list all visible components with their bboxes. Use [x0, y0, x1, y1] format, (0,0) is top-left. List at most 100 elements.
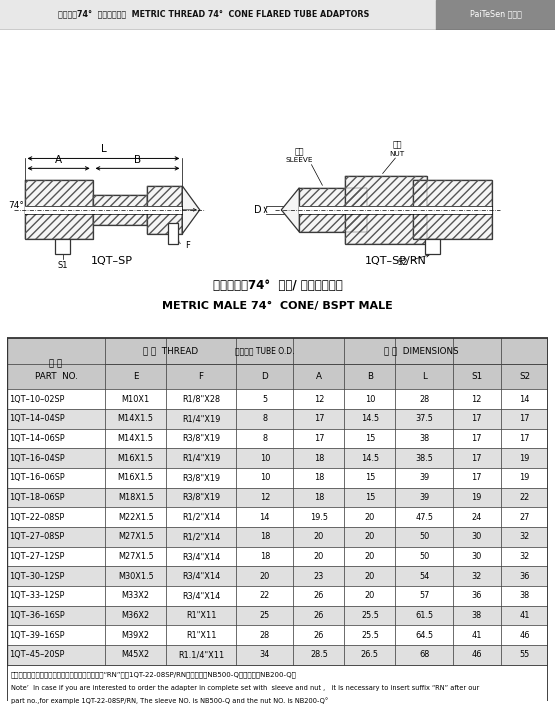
Text: 25.5: 25.5 — [361, 611, 379, 620]
Text: 20: 20 — [260, 572, 270, 581]
Text: 17: 17 — [519, 434, 529, 443]
Text: 38.5: 38.5 — [415, 454, 433, 462]
Text: 1QT–14–04SP: 1QT–14–04SP — [9, 414, 65, 423]
Text: M22X1.5: M22X1.5 — [118, 513, 154, 522]
Text: R3/8"X19: R3/8"X19 — [182, 434, 220, 443]
Text: 17: 17 — [471, 473, 482, 482]
Text: B: B — [367, 372, 373, 381]
Text: 54: 54 — [419, 572, 429, 581]
Bar — [55, 239, 70, 254]
Text: 28: 28 — [419, 394, 429, 404]
Text: S2: S2 — [397, 258, 408, 268]
Text: 19.5: 19.5 — [310, 513, 328, 522]
Text: M14X1.5: M14X1.5 — [118, 434, 154, 443]
Text: 1QT–16–04SP: 1QT–16–04SP — [9, 454, 65, 462]
Text: R1/4"X19: R1/4"X19 — [182, 414, 220, 423]
Text: R1.1/4"X11: R1.1/4"X11 — [178, 651, 224, 659]
Bar — [425, 239, 440, 254]
Text: 38: 38 — [519, 591, 529, 600]
Text: 10: 10 — [260, 473, 270, 482]
Text: 代 号: 代 号 — [49, 359, 63, 368]
Text: 23: 23 — [314, 572, 324, 581]
Text: D: D — [254, 205, 261, 215]
Text: 25.5: 25.5 — [361, 631, 379, 640]
Text: D: D — [261, 372, 268, 381]
Text: Note’  In case if you are interested to order the adapter in complete set with  : Note’ In case if you are interested to o… — [11, 685, 480, 691]
Bar — [346, 176, 427, 244]
Text: R1/4"X19: R1/4"X19 — [182, 454, 220, 462]
Text: 64.5: 64.5 — [415, 631, 433, 640]
Bar — [7, 586, 548, 606]
Text: R3/8"X19: R3/8"X19 — [182, 493, 220, 502]
Text: 19: 19 — [519, 454, 529, 462]
Text: M10X1: M10X1 — [122, 394, 150, 404]
Text: 10: 10 — [365, 394, 375, 404]
Text: M27X1.5: M27X1.5 — [118, 532, 154, 542]
Text: 14.5: 14.5 — [361, 454, 379, 462]
Text: 28: 28 — [260, 631, 270, 640]
Bar — [7, 488, 548, 508]
Text: 26: 26 — [314, 611, 324, 620]
Text: M33X2: M33X2 — [122, 591, 150, 600]
Text: 1QT–45–20SP: 1QT–45–20SP — [9, 651, 65, 659]
Text: 14: 14 — [260, 513, 270, 522]
Text: 18: 18 — [314, 493, 324, 502]
Bar — [24, 181, 93, 239]
Text: 1QT–30–12SP: 1QT–30–12SP — [9, 572, 65, 581]
Text: 28.5: 28.5 — [310, 651, 328, 659]
Text: 30: 30 — [472, 552, 482, 561]
Text: 20: 20 — [314, 552, 324, 561]
Text: 68: 68 — [419, 651, 429, 659]
Text: 1QT–36–16SP: 1QT–36–16SP — [9, 611, 65, 620]
Text: 20: 20 — [365, 572, 375, 581]
Text: 15: 15 — [365, 493, 375, 502]
Text: 1QT–27–12SP: 1QT–27–12SP — [9, 552, 65, 561]
Text: 26: 26 — [314, 631, 324, 640]
Text: 12: 12 — [471, 394, 482, 404]
Text: 1QT–16–06SP: 1QT–16–06SP — [9, 473, 65, 482]
Bar — [413, 181, 492, 239]
Text: M18X1.5: M18X1.5 — [118, 493, 154, 502]
Text: 注：如需带衬套及螺母整套订货，则请在代号后加“RN”，如1QT-22-08SP/RN，衬套代号NB500-Q，螺母代号NB200-Q。: 注：如需带衬套及螺母整套订货，则请在代号后加“RN”，如1QT-22-08SP/… — [11, 671, 297, 678]
Text: 5: 5 — [262, 394, 268, 404]
Bar — [7, 547, 548, 566]
Text: A: A — [316, 372, 322, 381]
Text: 公制螺纹74°  锥面扩头接头  METRIC THREAD 74°  CONE FLARED TUBE ADAPTORS: 公制螺纹74° 锥面扩头接头 METRIC THREAD 74° CONE FL… — [58, 10, 370, 19]
Text: 14.5: 14.5 — [361, 414, 379, 423]
Text: 50: 50 — [419, 552, 429, 561]
Text: S1: S1 — [57, 261, 68, 270]
Text: 公制外螺纹74°  外锥/ 英锥管外螺纹: 公制外螺纹74° 外锥/ 英锥管外螺纹 — [213, 279, 342, 292]
Text: 17: 17 — [471, 454, 482, 462]
Bar — [93, 195, 147, 224]
Text: PART  NO.: PART NO. — [34, 372, 78, 381]
Text: 50: 50 — [419, 532, 429, 542]
Text: M27X1.5: M27X1.5 — [118, 552, 154, 561]
Text: 1QT–33–12SP: 1QT–33–12SP — [9, 591, 65, 600]
Text: 衬套: 衬套 — [295, 147, 304, 156]
Text: R1/2"X14: R1/2"X14 — [182, 513, 220, 522]
Bar — [147, 186, 183, 234]
Bar — [7, 527, 548, 547]
Text: 19: 19 — [519, 473, 529, 482]
Bar — [346, 176, 427, 244]
Text: B: B — [134, 154, 141, 165]
Text: part no.,for example 1QT-22-08SP/RN, The sleeve NO. is NB500-Q and the nut NO. i: part no.,for example 1QT-22-08SP/RN, The… — [11, 697, 328, 704]
Bar — [0, 0, 436, 30]
Text: SLEEVE: SLEEVE — [285, 157, 313, 164]
Text: 1QT–SP/RN: 1QT–SP/RN — [365, 256, 427, 266]
Text: R3/4"X14: R3/4"X14 — [182, 552, 220, 561]
Bar — [7, 468, 548, 488]
Text: 38: 38 — [419, 434, 429, 443]
Text: M30X1.5: M30X1.5 — [118, 572, 154, 581]
Text: 24: 24 — [471, 513, 482, 522]
Text: NUT: NUT — [390, 151, 405, 156]
Text: 38: 38 — [472, 611, 482, 620]
Text: 20: 20 — [365, 552, 375, 561]
Text: 螺母: 螺母 — [392, 140, 402, 149]
Text: 18: 18 — [314, 473, 324, 482]
Text: 管子外径 TUBE O.D.: 管子外径 TUBE O.D. — [235, 346, 295, 355]
Text: 18: 18 — [260, 552, 270, 561]
Text: 1QT–22–08SP: 1QT–22–08SP — [9, 513, 64, 522]
Text: M36X2: M36X2 — [122, 611, 150, 620]
Bar — [7, 338, 548, 364]
